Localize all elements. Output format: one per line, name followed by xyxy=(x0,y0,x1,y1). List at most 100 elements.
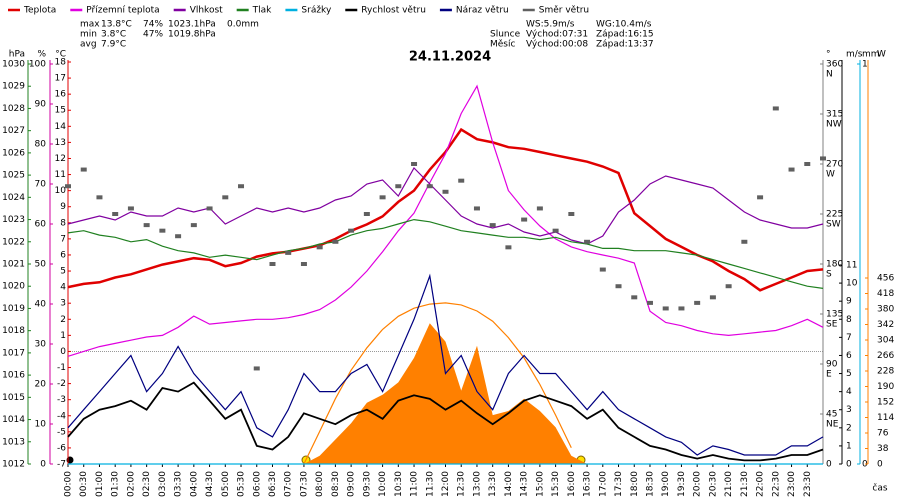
y-tick-label: 15 xyxy=(55,106,66,116)
stat-value: 47% xyxy=(143,30,163,40)
x-tick-label: 10:00 xyxy=(378,471,388,497)
legend-label: Vlhkost xyxy=(190,6,223,16)
y-tick-label: 1022 xyxy=(2,237,25,247)
y-tick-label: 40 xyxy=(35,300,47,310)
x-tick-label: 20:00 xyxy=(693,471,703,497)
y-tick-label: 1018 xyxy=(2,326,25,336)
x-tick-label: 22:00 xyxy=(756,471,766,497)
direction-point xyxy=(96,195,103,200)
y-tick-label: -1 xyxy=(57,363,66,373)
direction-point xyxy=(804,162,811,166)
y-tick-label: 1017 xyxy=(2,348,25,358)
direction-point xyxy=(599,267,606,272)
direction-point xyxy=(127,206,134,211)
y-tick-label: 1020 xyxy=(2,282,25,292)
stat-value: 1023.1hPa xyxy=(168,20,216,30)
direction-point xyxy=(757,195,764,200)
direction-label: S xyxy=(826,270,832,280)
y-tick-label: 100 xyxy=(29,60,46,70)
direction-point xyxy=(379,195,386,200)
info: WG:10.4m/s xyxy=(596,20,652,30)
direction-point xyxy=(615,284,622,289)
info: Měsíc xyxy=(490,40,515,50)
direction-point xyxy=(65,184,71,189)
y-tick-label: 1014 xyxy=(2,415,25,425)
x-tick-label: 07:00 xyxy=(284,471,294,497)
x-tick-label: 17:30 xyxy=(614,471,624,497)
direction-point xyxy=(269,262,276,266)
direction-label: E xyxy=(826,370,832,380)
y-tick-label: 16 xyxy=(55,90,67,100)
x-tick-label: 16:00 xyxy=(567,471,577,497)
series-line xyxy=(67,273,824,456)
y-tick-label: 38 xyxy=(877,444,889,454)
x-tick-label: 00:30 xyxy=(79,471,89,497)
y-tick-label: -6 xyxy=(57,443,66,453)
chart-title: 24.11.2024 xyxy=(409,50,491,65)
y-tick-label: 1029 xyxy=(2,82,25,92)
stat-value: 74% xyxy=(143,20,163,30)
y-tick-label: 1013 xyxy=(2,437,25,447)
x-tick-label: 01:00 xyxy=(95,471,105,497)
direction-point xyxy=(442,189,449,194)
x-tick-label: 19:00 xyxy=(661,471,671,497)
y-tick-label: 360 xyxy=(826,60,843,70)
y-tick-label: 60 xyxy=(35,220,47,230)
y-tick-label: 13 xyxy=(55,138,66,148)
stat-value: 7.9°C xyxy=(101,40,126,50)
info: Slunce xyxy=(490,30,521,40)
direction-point xyxy=(300,262,307,266)
direction-point xyxy=(489,223,496,228)
y-tick-label: 1 xyxy=(846,441,852,451)
y-tick-label: 0 xyxy=(40,460,46,470)
x-tick-label: 22:30 xyxy=(771,471,781,497)
y-tick-label: 1025 xyxy=(2,171,25,181)
direction-point xyxy=(521,217,528,222)
y-tick-label: 9 xyxy=(846,297,852,307)
y-tick-label: 0 xyxy=(60,347,66,357)
x-tick-label: 02:30 xyxy=(142,471,152,497)
x-tick-label: 04:00 xyxy=(189,471,199,497)
x-tick-label: 15:30 xyxy=(551,471,561,497)
direction-label: NE xyxy=(826,420,839,430)
legend-label: Přízemní teplota xyxy=(86,6,159,16)
legend-label: Teplota xyxy=(23,6,56,16)
y-tick-label: 1030 xyxy=(2,60,25,70)
y-tick-label: 1021 xyxy=(2,260,25,270)
x-tick-label: 12:00 xyxy=(441,471,451,497)
y-tick-label: 1028 xyxy=(2,104,25,114)
y-tick-label: 9 xyxy=(60,202,66,212)
y-tick-label: 10 xyxy=(55,186,67,196)
x-tick-label: 14:30 xyxy=(520,471,530,497)
x-tick-label: 11:30 xyxy=(425,471,435,497)
y-tick-label: 1027 xyxy=(2,126,25,136)
direction-point xyxy=(694,300,701,305)
y-tick-label: 6 xyxy=(846,351,852,361)
direction-point xyxy=(820,156,826,161)
series-line xyxy=(67,84,824,357)
y-tick-label: 1015 xyxy=(2,393,25,403)
x-tick-label: 04:30 xyxy=(205,471,215,497)
direction-point xyxy=(285,250,292,255)
direction-point xyxy=(411,162,418,166)
y-tick-label: 30 xyxy=(35,340,47,350)
direction-point xyxy=(426,184,433,189)
y-tick-label: 1026 xyxy=(2,148,25,158)
direction-point xyxy=(631,295,638,300)
direction-point xyxy=(662,306,669,311)
x-tick-label: 05:30 xyxy=(237,471,247,497)
x-tick-label: 07:30 xyxy=(299,471,309,497)
x-tick-label: 16:30 xyxy=(583,471,593,497)
direction-label: NW xyxy=(826,120,842,130)
direction-point xyxy=(646,300,653,305)
y-tick-label: 18 xyxy=(55,58,67,68)
stat-value: 3.8°C xyxy=(101,30,126,40)
direction-point xyxy=(253,366,260,371)
direction-point xyxy=(788,167,795,172)
y-tick-label: 10 xyxy=(846,279,858,289)
y-tick-label: 1024 xyxy=(2,193,25,203)
y-tick-label: 315 xyxy=(826,110,843,120)
direction-point xyxy=(80,167,87,172)
y-tick-label: 266 xyxy=(877,351,894,361)
